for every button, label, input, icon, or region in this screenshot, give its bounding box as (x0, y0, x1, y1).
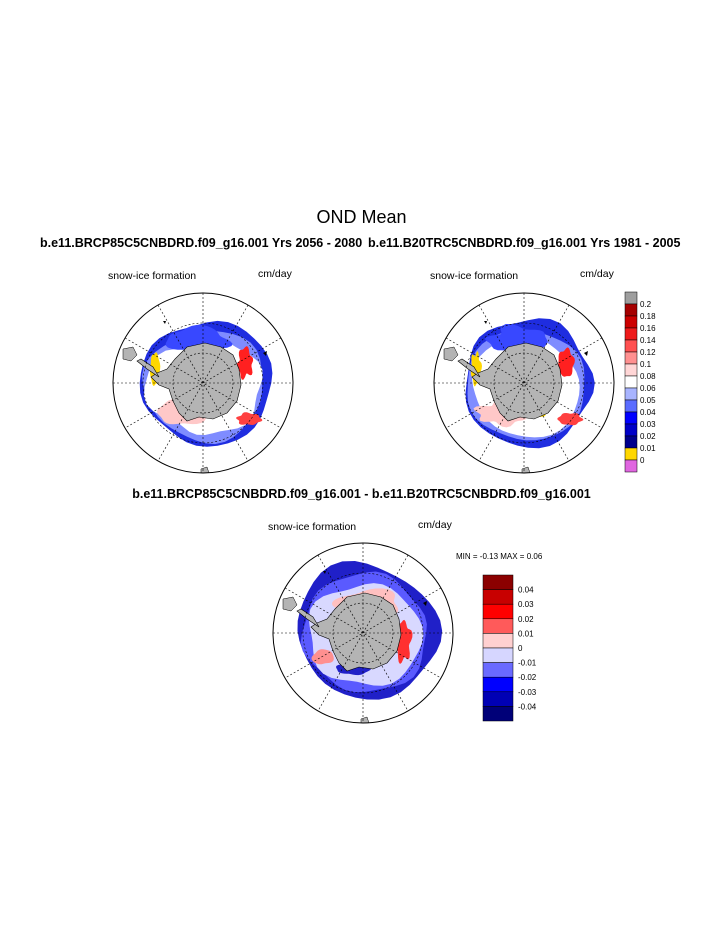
field-patch-pink-2 (311, 649, 334, 665)
south-georgia-island (163, 321, 166, 324)
colorbar-absolute-label-12: 0.01 (640, 444, 656, 453)
colorbar-absolute-swatch-8 (624, 387, 638, 401)
colorbar-absolute-swatch-11 (624, 423, 638, 437)
colorbar-absolute-label-5: 0.1 (640, 360, 652, 369)
colorbar-absolute-label-3: 0.14 (640, 336, 656, 345)
colorbar-difference-swatch-0 (482, 574, 514, 590)
colorbar-absolute-swatch-12 (624, 435, 638, 449)
kerguelen-island (423, 601, 427, 606)
colorbar-absolute-label-4: 0.12 (640, 348, 656, 357)
colorbar-difference-swatch-4 (482, 633, 514, 649)
kerguelen-island (263, 351, 267, 356)
colorbar-absolute-label-9: 0.04 (640, 408, 656, 417)
colorbar-difference-swatch-2 (482, 603, 514, 620)
map-border (112, 292, 294, 474)
panel-2-units: cm/day (580, 268, 614, 280)
south-america-tip (443, 346, 459, 362)
australia-edge (200, 466, 210, 473)
colorbar-difference-label-0: 0.04 (518, 586, 534, 595)
page-title: OND Mean (316, 207, 407, 227)
colorbar-absolute-swatch-3 (624, 327, 638, 341)
colorbar-difference-swatch-5 (482, 647, 514, 663)
map-field-1 (113, 293, 293, 473)
colorbar-absolute-label-7: 0.06 (640, 384, 656, 393)
colorbar-absolute-swatch-4 (624, 339, 638, 353)
colorbar-difference-swatch-9 (482, 706, 514, 722)
australia-edge (360, 716, 370, 723)
field-patch-blue (165, 324, 233, 350)
south-georgia-island (484, 321, 487, 324)
colorbar-absolute-swatch-1 (624, 303, 638, 317)
colorbar-absolute-label-10: 0.03 (640, 420, 656, 429)
panel-2-variable: snow-ice formation (430, 270, 519, 282)
colorbar-absolute: 0.2 0.18 0.16 0.14 0.12 0.1 0.08 0.06 0.05 0.04 0.… (624, 291, 656, 473)
colorbar-difference-swatch-7 (482, 676, 514, 693)
colorbar-difference-label-4: 0 (518, 644, 523, 653)
map-panel-3 (272, 542, 454, 724)
panel-1-title: b.e11.BRCP85C5CNBDRD.f09_g16.001 Yrs 205… (40, 236, 363, 250)
colorbar-difference-label-5: -0.01 (518, 659, 537, 668)
south-georgia-island (323, 571, 326, 574)
antarctic-peninsula (296, 608, 320, 628)
south-america-tip (122, 346, 138, 362)
colorbar-absolute-swatch-6 (624, 363, 638, 377)
map-border (433, 292, 615, 474)
colorbar-absolute-label-0: 0.2 (640, 300, 652, 309)
colorbar-difference-label-7: -0.03 (518, 688, 537, 697)
colorbar-difference-swatch-1 (482, 589, 514, 605)
panel-3-title: b.e11.BRCP85C5CNBDRD.f09_g16.001 - b.e11… (132, 487, 591, 501)
map-panel-2 (433, 292, 615, 474)
panel-2-title: b.e11.B20TRC5CNBDRD.f09_g16.001 Yrs 1981… (368, 236, 681, 250)
panel-3-min-max: MIN = -0.13 MAX = 0.06 (456, 552, 543, 561)
colorbar-absolute-label-8: 0.05 (640, 396, 656, 405)
panel-1-variable: snow-ice formation (108, 270, 197, 282)
antarctic-peninsula (457, 358, 481, 378)
field-patch-blue (484, 324, 548, 351)
colorbar-absolute-label-13: 0 (640, 456, 645, 465)
colorbar-difference-swatch-8 (482, 691, 514, 707)
colorbar-difference-swatch-6 (482, 662, 514, 678)
colorbar-absolute-label-11: 0.02 (640, 432, 656, 441)
panel-3-variable: snow-ice formation (268, 521, 357, 533)
colorbar-difference-label-3: 0.01 (518, 629, 534, 638)
colorbar-absolute-swatch-14 (624, 459, 638, 473)
field-patch-red (236, 346, 254, 380)
kerguelen-island (584, 351, 588, 356)
meridian-150 (445, 337, 603, 429)
australia-edge (521, 466, 531, 473)
colorbar-absolute-swatch-0 (624, 291, 638, 305)
colorbar-absolute-swatch-13 (624, 447, 638, 461)
colorbar-absolute-swatch-2 (624, 315, 638, 329)
colorbar-absolute-label-2: 0.16 (640, 324, 656, 333)
colorbar-absolute-swatch-10 (624, 411, 638, 425)
map-panel-1 (112, 292, 294, 474)
south-america-tip (282, 596, 298, 612)
field-patch-red (558, 347, 575, 377)
antarctic-peninsula (136, 358, 160, 378)
colorbar-difference-label-2: 0.02 (518, 615, 534, 624)
map-border (272, 542, 454, 724)
colorbar-absolute-swatch-5 (624, 351, 638, 365)
colorbar-difference-label-8: -0.04 (518, 702, 537, 711)
colorbar-absolute-swatch-9 (624, 399, 638, 413)
colorbar-difference-label-1: 0.03 (518, 600, 534, 609)
panel-1-units: cm/day (258, 268, 292, 280)
field-patch-red-2 (236, 412, 263, 425)
colorbar-difference: 0.04 0.03 0.02 0.01 0 -0.01 -0.02 -0.03 -0.04 (482, 574, 537, 722)
colorbar-absolute-label-6: 0.08 (640, 372, 656, 381)
field-patch-red-2 (557, 413, 584, 426)
colorbar-absolute-swatch-7 (624, 375, 638, 389)
panel-3-units: cm/day (418, 519, 452, 531)
colorbar-difference-swatch-3 (482, 618, 514, 634)
colorbar-absolute-label-1: 0.18 (640, 312, 656, 321)
colorbar-difference-label-6: -0.02 (518, 673, 537, 682)
